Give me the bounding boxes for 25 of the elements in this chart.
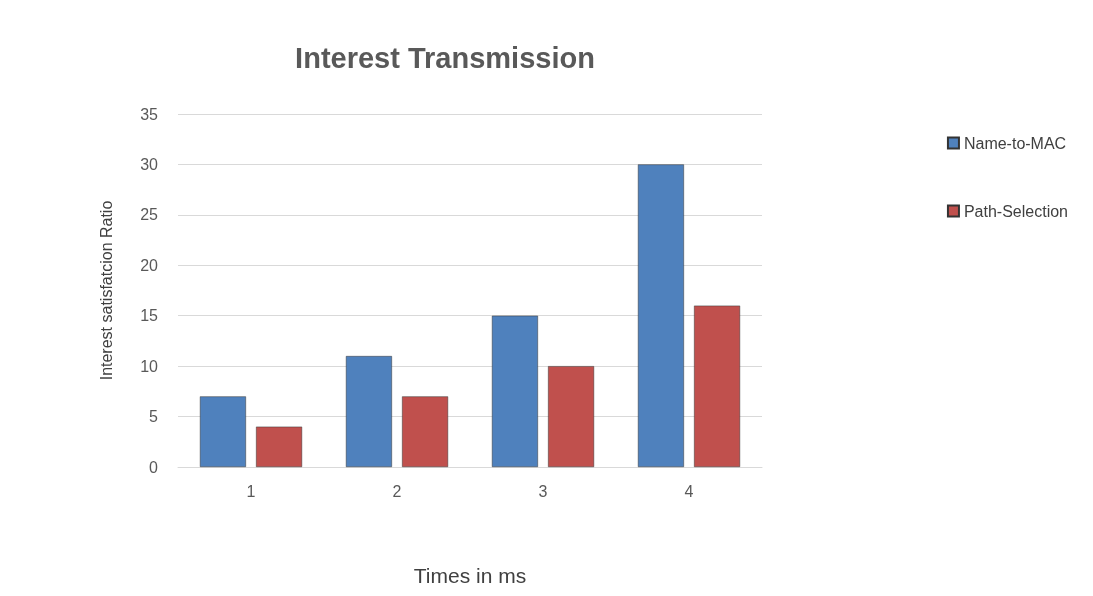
bar — [256, 426, 303, 467]
x-tick-label: 2 — [392, 482, 402, 500]
y-axis-title: Interest satisfatcion Ratio — [97, 200, 115, 381]
x-tick-label: 1 — [246, 482, 256, 500]
bar — [637, 164, 684, 467]
y-tick-label: 15 — [140, 307, 159, 325]
legend-label: Path-Selection — [963, 202, 1068, 220]
y-tick-label: 0 — [149, 458, 159, 476]
y-tick-label: 35 — [140, 105, 159, 123]
bar — [548, 366, 595, 467]
chart-title: Interest Transmission — [295, 41, 595, 74]
y-tick-label: 30 — [140, 155, 159, 173]
y-tick-label: 20 — [140, 256, 159, 274]
x-tick-label: 4 — [684, 482, 694, 500]
x-tick-label: 3 — [538, 482, 548, 500]
legend-label: Name-to-MAC — [963, 134, 1067, 152]
bar — [345, 356, 392, 467]
bar — [694, 305, 741, 467]
y-tick-label: 25 — [140, 206, 159, 224]
bar — [402, 396, 449, 467]
x-axis-title: Times in ms — [413, 564, 527, 587]
bar — [491, 315, 538, 467]
y-tick-label: 10 — [140, 357, 159, 375]
y-tick-label: 5 — [149, 408, 159, 426]
bar — [199, 396, 246, 467]
